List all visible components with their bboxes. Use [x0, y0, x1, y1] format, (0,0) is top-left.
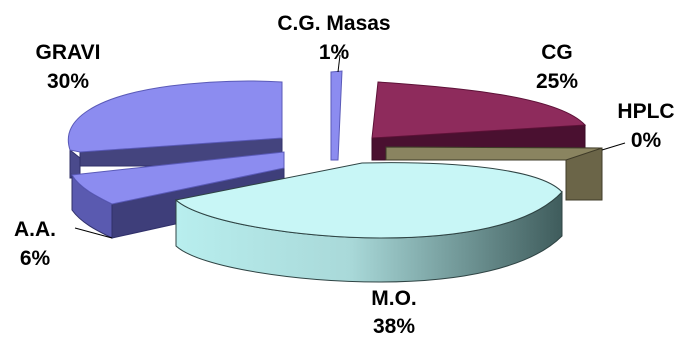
slice-hplc — [385, 146, 603, 201]
label-gravi-name: GRAVI — [36, 41, 101, 64]
leader-cg-masas — [337, 54, 341, 73]
label-cg-name: CG — [541, 41, 573, 64]
label-aa-value: 6% — [20, 247, 51, 270]
slice-mo — [174, 162, 563, 283]
label-aa-name: A.A. — [14, 218, 56, 241]
label-cg-value: 25% — [536, 70, 578, 93]
label-cg-masas-name: C.G. Masas — [277, 12, 390, 35]
label-hplc-value: 0% — [631, 129, 662, 152]
label-mo-name: M.O. — [371, 287, 417, 310]
label-mo-value: 38% — [373, 315, 415, 338]
slice-cg-masas — [330, 70, 343, 161]
label-gravi-value: 30% — [47, 70, 89, 93]
label-cg-masas-value: 1% — [319, 41, 350, 64]
label-hplc-name: HPLC — [617, 100, 674, 123]
leader-aa — [74, 227, 113, 239]
leader-hplc — [601, 142, 626, 151]
